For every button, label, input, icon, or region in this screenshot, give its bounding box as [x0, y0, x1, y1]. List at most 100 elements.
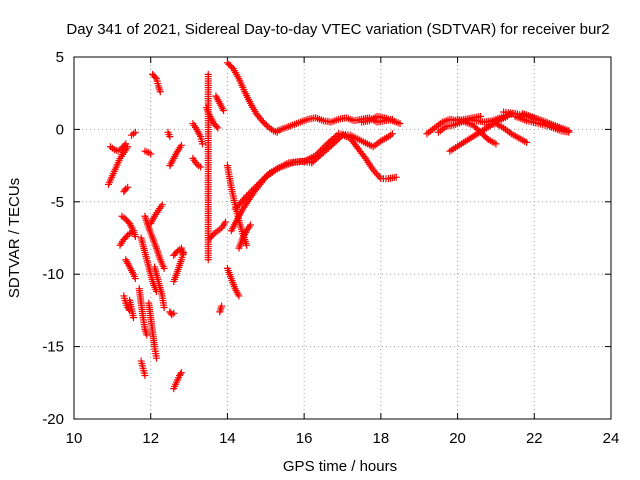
series-arc-mid-11 — [170, 248, 187, 285]
x-tick-label: 24 — [603, 430, 620, 447]
series-arc-mid-14 — [166, 141, 185, 170]
data-point — [151, 73, 159, 81]
data-point — [204, 70, 212, 78]
series-arc-mid-4 — [145, 299, 160, 362]
x-axis-label: GPS time / hours — [283, 458, 397, 475]
data-point — [160, 264, 168, 272]
data-point — [213, 123, 221, 131]
series-arc-mid-21 — [216, 302, 226, 316]
data-point — [375, 173, 383, 181]
x-tick-labels: 10 12 14 16 18 20 22 24 — [66, 430, 620, 447]
y-tick-label: 5 — [56, 49, 64, 66]
data-point — [220, 107, 228, 115]
data-point — [235, 292, 243, 300]
series-arc-early-6 — [116, 228, 136, 249]
data-point — [177, 369, 185, 377]
x-tick-label: 22 — [526, 430, 543, 447]
data-point — [170, 309, 178, 317]
series-arc-18 — [519, 109, 573, 135]
series-arc-mid-19 — [212, 92, 228, 115]
series-arc-14 — [454, 115, 500, 148]
data-point — [122, 140, 130, 148]
data-point — [131, 128, 139, 136]
data-point — [143, 331, 151, 339]
y-tick-label: 0 — [56, 121, 64, 138]
data-point — [243, 241, 251, 249]
series-arc-mid-16 — [189, 120, 206, 148]
data-point — [160, 304, 168, 312]
series-arc-early-7 — [122, 256, 139, 283]
y-tick-labels: -20 -15 -10 -5 0 5 — [42, 49, 64, 428]
data-point — [565, 127, 573, 135]
series-arc-mid-8 — [149, 70, 164, 96]
series-arc-3 — [223, 264, 243, 300]
data-point — [176, 370, 184, 378]
data-point — [198, 140, 206, 148]
data-point — [147, 150, 155, 158]
data-point — [360, 153, 368, 161]
y-tick-label: -10 — [42, 266, 64, 283]
data-point — [166, 133, 174, 141]
y-tick-label: -5 — [51, 194, 64, 211]
chart-title: Day 341 of 2021, Sidereal Day-to-day VTE… — [66, 21, 609, 38]
data-point — [197, 163, 205, 171]
series-arc-1 — [223, 59, 281, 136]
data-point — [177, 141, 185, 149]
series-arc-6 — [235, 221, 254, 252]
series-arc-mid-3 — [137, 357, 149, 380]
data-point — [218, 302, 226, 310]
series-arc-mid-9 — [141, 147, 155, 158]
data-point — [121, 141, 129, 149]
x-tick-label: 14 — [219, 430, 236, 447]
data-point — [246, 221, 254, 229]
series-arc-mid-6 — [147, 201, 166, 228]
data-points — [105, 59, 573, 393]
y-axis-label: SDTVAR / TECUs — [6, 178, 23, 298]
series-arc-4 — [231, 157, 308, 213]
data-point — [388, 130, 396, 138]
x-tick-label: 20 — [449, 430, 466, 447]
series-arc-early-2 — [106, 140, 130, 155]
x-tick-label: 18 — [373, 430, 390, 447]
series-arc-mid-22 — [204, 70, 212, 264]
data-point — [372, 169, 380, 177]
series-arc-mid-12 — [170, 244, 187, 259]
x-tick-label: 12 — [142, 430, 159, 447]
data-point — [131, 233, 139, 241]
series-arc-17 — [511, 112, 573, 136]
series-arc-mid-10 — [166, 308, 178, 319]
data-point — [374, 171, 382, 179]
x-tick-label: 10 — [66, 430, 83, 447]
series-arc-mid-15 — [164, 128, 174, 141]
series-arc-early-3 — [120, 183, 132, 196]
series-arc-mid-2 — [135, 285, 151, 339]
data-point — [156, 88, 164, 96]
data-point — [129, 314, 137, 322]
series-arc-mid-1 — [137, 234, 160, 296]
series-arc-5 — [227, 157, 316, 235]
data-point — [152, 354, 160, 362]
data-point — [392, 173, 400, 181]
series-arc-early-9 — [126, 296, 137, 322]
data-point — [179, 250, 187, 258]
series-arc-10 — [358, 112, 404, 128]
series-arc-mid-17 — [189, 154, 205, 171]
plot-frame — [73, 56, 612, 420]
x-tick-label: 16 — [296, 430, 313, 447]
data-point — [503, 112, 511, 120]
data-point — [131, 275, 139, 283]
data-point — [492, 140, 500, 148]
data-point — [272, 166, 280, 174]
series-arc-9 — [308, 131, 400, 183]
series-arc-early-4 — [128, 128, 139, 139]
series-arc-mid-7 — [151, 263, 168, 312]
data-point — [141, 372, 149, 380]
series-arc-15 — [484, 120, 531, 146]
series-arc-early-1 — [105, 143, 132, 188]
data-point — [222, 218, 230, 226]
data-point — [214, 124, 222, 132]
data-point — [523, 138, 531, 146]
data-point — [158, 201, 166, 209]
data-point — [124, 183, 132, 191]
